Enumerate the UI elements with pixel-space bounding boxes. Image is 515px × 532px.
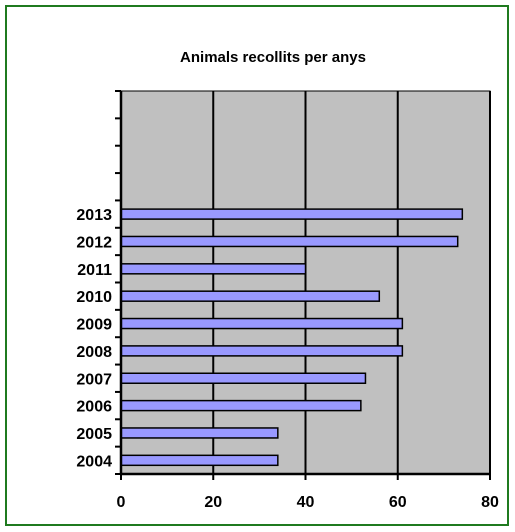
y-tick-label-2004: 2004 (76, 453, 112, 470)
bar-2010 (120, 290, 381, 302)
y-tick-label-2012: 2012 (76, 234, 112, 251)
x-tick-label-40: 40 (297, 494, 315, 511)
x-tick-label-0: 0 (117, 494, 126, 511)
bar-2007 (120, 372, 367, 384)
x-tick-labels: 0 20 40 60 80 (117, 494, 499, 511)
chart-title: Animals recollits per anys (180, 49, 366, 66)
bar-2011 (120, 263, 307, 275)
y-tick-label-2013: 2013 (76, 207, 112, 224)
bar-2004 (120, 454, 279, 467)
gridlines (212, 91, 491, 474)
y-tick-label-2005: 2005 (76, 426, 112, 443)
bars (120, 208, 464, 467)
y-tick-label-2008: 2008 (76, 344, 112, 361)
y-tick-label-2011: 2011 (77, 262, 112, 279)
x-tick-label-80: 80 (481, 494, 499, 511)
y-tick-label-2009: 2009 (76, 317, 112, 334)
x-ticks (120, 474, 491, 480)
y-tick-label-2010: 2010 (76, 289, 112, 306)
bar-2005 (120, 427, 279, 439)
bar-2009 (120, 317, 404, 330)
bar-2006 (120, 399, 362, 412)
y-tick-label-2007: 2007 (76, 371, 112, 388)
y-ticks (115, 90, 121, 475)
bar-2008 (120, 345, 404, 357)
x-tick-label-60: 60 (389, 494, 407, 511)
x-tick-label-20: 20 (204, 494, 222, 511)
y-tick-label-2006: 2006 (76, 399, 112, 416)
bar-2013 (120, 208, 464, 220)
bar-2012 (120, 235, 459, 248)
y-tick-labels: 2004 2005 2006 2007 2008 2009 2010 2011 2012 2013 (76, 207, 112, 470)
